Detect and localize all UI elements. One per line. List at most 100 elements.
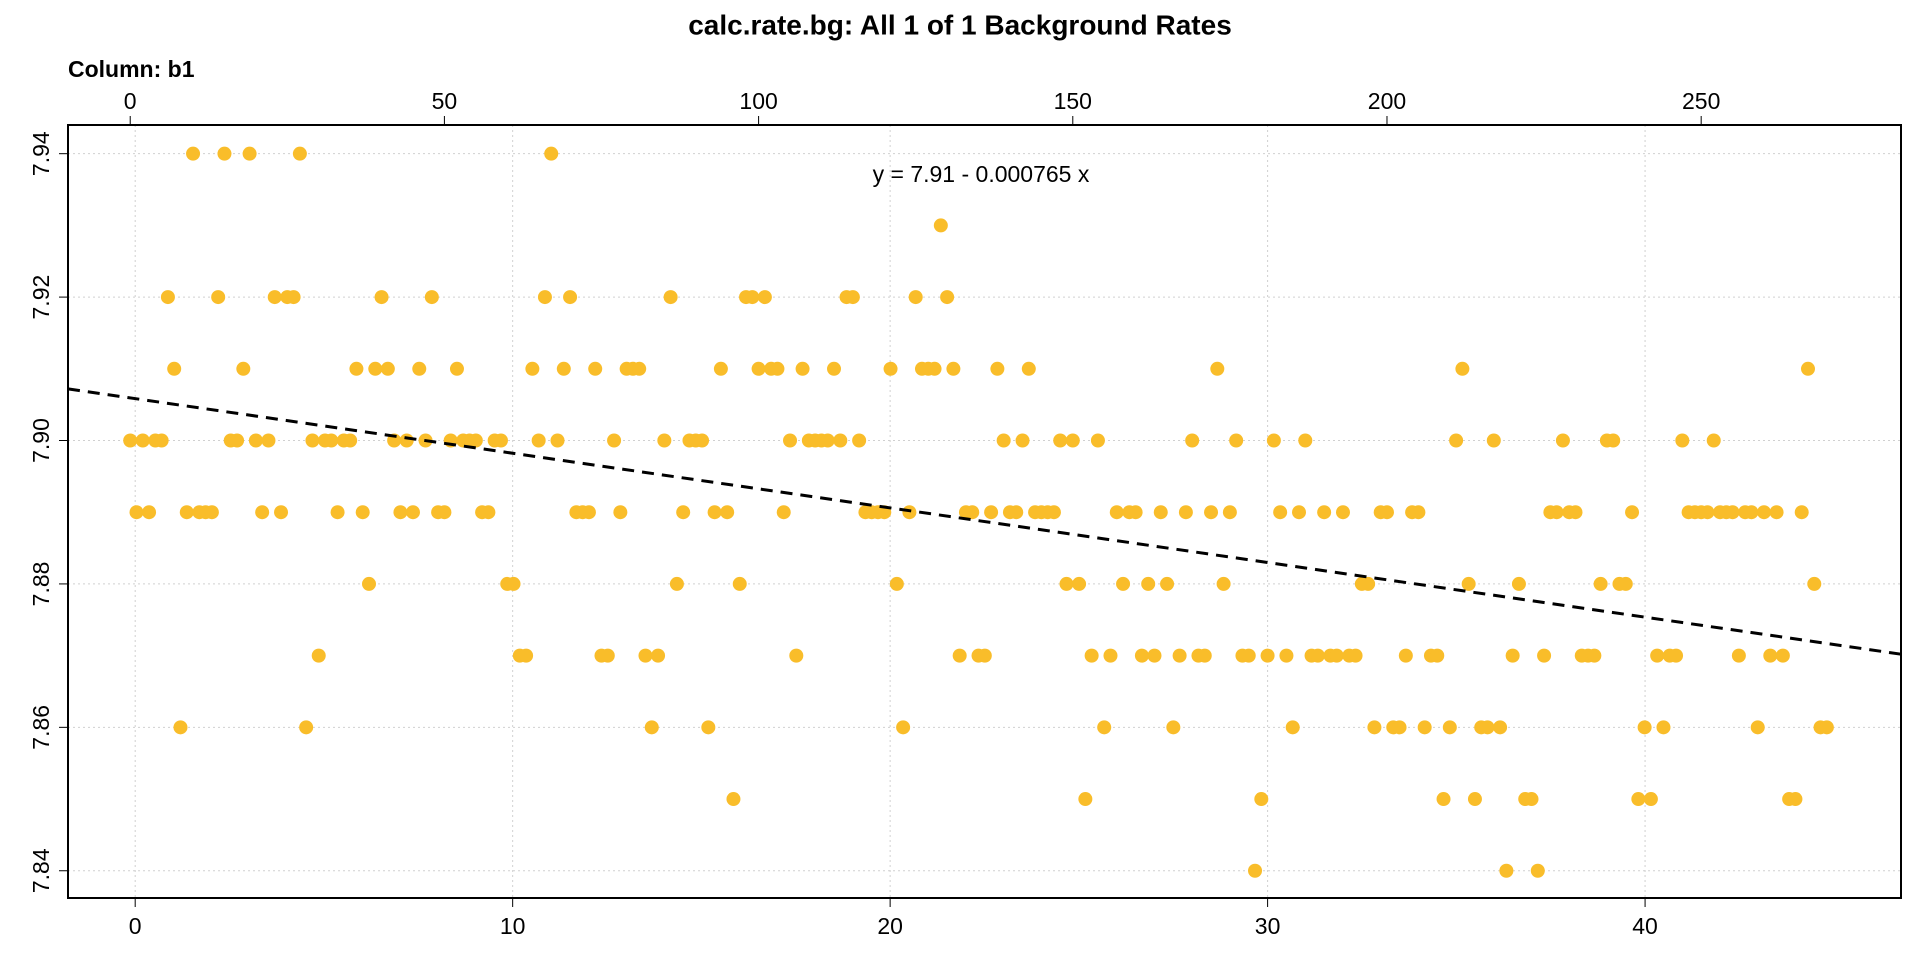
- point: [204, 505, 219, 520]
- point: [977, 648, 992, 663]
- point: [1361, 576, 1376, 591]
- point: [607, 433, 622, 448]
- point: [1348, 648, 1363, 663]
- point: [1700, 505, 1715, 520]
- chart-title: calc.rate.bg: All 1 of 1 Background Rate…: [688, 9, 1232, 40]
- x-tick-label: 30: [1255, 913, 1281, 939]
- point: [330, 505, 345, 520]
- point: [1807, 576, 1822, 591]
- point: [1819, 720, 1834, 735]
- marks: [67, 146, 1902, 878]
- y-tick-label: 7.84: [28, 848, 54, 893]
- point: [135, 433, 150, 448]
- point: [952, 648, 967, 663]
- point: [186, 146, 201, 161]
- point: [1537, 648, 1552, 663]
- point: [1317, 505, 1332, 520]
- point: [380, 361, 395, 376]
- point: [896, 720, 911, 735]
- point: [732, 576, 747, 591]
- chart-subtitle: Column: b1: [68, 56, 195, 82]
- point: [1775, 648, 1790, 663]
- x2-tick-label: 200: [1368, 88, 1406, 114]
- y-tick-label: 7.86: [28, 705, 54, 750]
- point: [795, 361, 810, 376]
- point: [902, 505, 917, 520]
- point: [1637, 720, 1652, 735]
- plot-frame: [67, 124, 1902, 899]
- point: [1467, 792, 1482, 807]
- point: [550, 433, 565, 448]
- point: [481, 505, 496, 520]
- point: [1166, 720, 1181, 735]
- point: [1461, 576, 1476, 591]
- point: [657, 433, 672, 448]
- point: [544, 146, 559, 161]
- point: [1172, 648, 1187, 663]
- point: [908, 290, 923, 305]
- point: [248, 433, 263, 448]
- point: [525, 361, 540, 376]
- point: [720, 505, 735, 520]
- point: [1486, 433, 1501, 448]
- point: [632, 361, 647, 376]
- point: [1788, 792, 1803, 807]
- point: [1065, 433, 1080, 448]
- point: [1675, 433, 1690, 448]
- point: [1511, 576, 1526, 591]
- point: [368, 361, 383, 376]
- point: [1669, 648, 1684, 663]
- point: [845, 290, 860, 305]
- point: [1455, 361, 1470, 376]
- x2-tick-label: 250: [1682, 88, 1720, 114]
- point: [393, 505, 408, 520]
- point: [255, 505, 270, 520]
- point: [1530, 863, 1545, 878]
- x-tick-label: 10: [500, 913, 526, 939]
- point: [1505, 648, 1520, 663]
- point: [211, 290, 226, 305]
- point: [1147, 648, 1162, 663]
- point: [1593, 576, 1608, 591]
- point: [493, 433, 508, 448]
- point: [355, 505, 370, 520]
- point: [236, 361, 251, 376]
- x-tick-label: 20: [877, 913, 903, 939]
- point: [600, 648, 615, 663]
- point: [883, 361, 898, 376]
- point: [1706, 433, 1721, 448]
- point: [1555, 433, 1570, 448]
- x2-tick-label: 50: [432, 88, 458, 114]
- point: [588, 361, 603, 376]
- point: [412, 361, 427, 376]
- point: [1392, 720, 1407, 735]
- point: [833, 433, 848, 448]
- point: [242, 146, 257, 161]
- point: [1631, 792, 1646, 807]
- point: [1266, 433, 1281, 448]
- point: [1279, 648, 1294, 663]
- point: [1436, 792, 1451, 807]
- point: [965, 505, 980, 520]
- point: [286, 290, 301, 305]
- point: [1160, 576, 1175, 591]
- point: [1442, 720, 1457, 735]
- point: [1750, 720, 1765, 735]
- point: [1254, 792, 1269, 807]
- point: [1769, 505, 1784, 520]
- point: [437, 505, 452, 520]
- point: [305, 433, 320, 448]
- point: [1021, 361, 1036, 376]
- point: [129, 505, 144, 520]
- point: [1618, 576, 1633, 591]
- point: [519, 648, 534, 663]
- point: [669, 576, 684, 591]
- point: [1015, 433, 1030, 448]
- point: [933, 218, 948, 233]
- point: [644, 720, 659, 735]
- point: [142, 505, 157, 520]
- point: [1046, 505, 1061, 520]
- point: [1116, 576, 1131, 591]
- point: [1103, 648, 1118, 663]
